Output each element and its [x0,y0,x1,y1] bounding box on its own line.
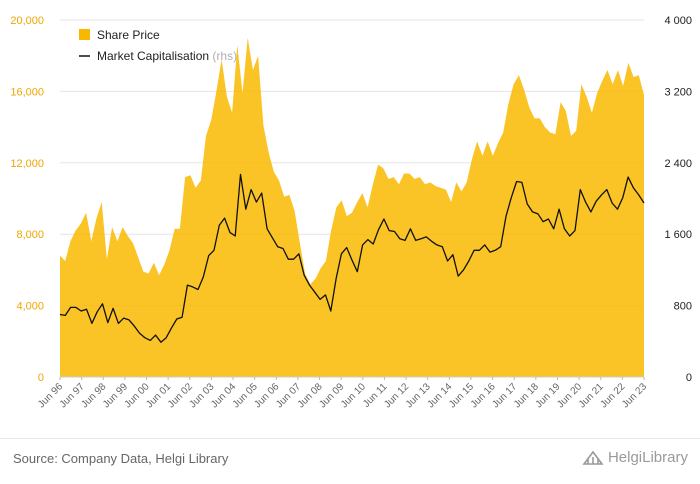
y-tick-label-right: 800 [674,301,692,313]
brand-name: HelgiLibrary [607,448,688,466]
chart: 0 4,000 8,000 12,000 16,000 20,000 0 800 1 600 2 … [10,15,692,410]
y-tick-label-left: 0 [38,372,44,384]
brand-logo[interactable]: HelgiLibrary [582,448,688,466]
y-tick-label-right: 2 400 [664,158,692,170]
share-price-area [60,37,644,378]
source-note: Source: Company Data, Helgi Library [13,451,229,466]
y-tick-label-left: 12,000 [10,158,44,170]
y-tick-label-left: 20,000 [10,15,44,27]
y-tick-label-left: 4,000 [16,301,44,313]
y-tick-label-right: 1 600 [664,229,692,241]
y-tick-label-left: 8,000 [16,229,44,241]
market-cap-line [59,173,645,343]
legend-label-market-cap: Market Capitalisation (rhs) [97,49,237,63]
y-tick-label-right: 4 000 [664,15,692,27]
legend-label-share-price: Share Price [97,28,160,42]
footer: Source: Company Data, Helgi Library Helg… [0,438,700,484]
legend-swatch-share-price [79,29,90,40]
legend-rhs-note: (rhs) [209,49,237,63]
y-tick-label-right: 3 200 [664,86,692,98]
x-tick-label: Jun 23 [620,381,649,410]
legend-series-name: Market Capitalisation [97,49,209,63]
y-tick-label-left: 16,000 [10,86,44,98]
y-tick-label-right: 0 [686,372,692,384]
library-icon [582,450,604,465]
